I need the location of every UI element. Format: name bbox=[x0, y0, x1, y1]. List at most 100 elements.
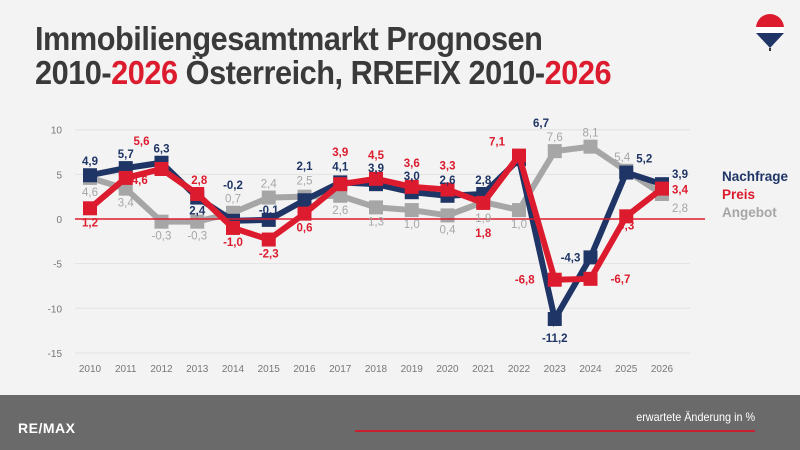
data-label-preis: 1,8 bbox=[475, 228, 492, 240]
data-label-angebot: 1,0 bbox=[511, 219, 527, 231]
data-point-angebot bbox=[261, 190, 276, 205]
legend-item-preis: Preis bbox=[722, 187, 755, 202]
data-label-angebot: 2,4 bbox=[261, 179, 278, 191]
data-point-angebot bbox=[440, 208, 455, 223]
data-label-nachfrage: 4,1 bbox=[332, 161, 349, 173]
data-label-nachfrage: 2,8 bbox=[475, 175, 492, 187]
data-point-nachfrage bbox=[547, 312, 562, 327]
data-label-angebot: 0,7 bbox=[225, 194, 241, 206]
data-point-preis bbox=[333, 177, 348, 192]
data-label-preis: 4,6 bbox=[132, 175, 148, 187]
data-label-preis: 0,3 bbox=[618, 220, 634, 232]
data-point-preis bbox=[261, 232, 276, 247]
x-tick-label: 2024 bbox=[579, 364, 602, 375]
footer: RE/MAX erwartete Änderung in % bbox=[0, 395, 800, 450]
data-point-nachfrage bbox=[83, 168, 97, 183]
data-point-preis bbox=[619, 209, 634, 224]
data-point-preis bbox=[583, 271, 598, 286]
data-label-angebot: 8,1 bbox=[583, 128, 599, 140]
data-label-angebot: -0,3 bbox=[152, 231, 172, 243]
data-label-nachfrage: -0,1 bbox=[259, 205, 279, 217]
data-label-preis: 4,5 bbox=[368, 150, 385, 162]
data-label-nachfrage: 2,6 bbox=[440, 175, 456, 187]
data-label-angebot: 2,6 bbox=[332, 205, 348, 217]
data-point-preis bbox=[547, 272, 562, 287]
data-point-nachfrage bbox=[583, 250, 598, 265]
data-point-preis bbox=[476, 195, 491, 210]
data-label-nachfrage: 4,9 bbox=[82, 156, 98, 168]
data-label-angebot: 0,4 bbox=[440, 224, 457, 236]
data-point-angebot bbox=[190, 214, 205, 229]
data-label-preis: -6,7 bbox=[611, 274, 631, 286]
data-point-preis bbox=[118, 170, 133, 185]
y-tick-label: -5 bbox=[53, 260, 62, 271]
data-point-angebot bbox=[512, 203, 526, 218]
data-point-nachfrage bbox=[261, 212, 276, 227]
data-label-preis: 3,3 bbox=[440, 161, 456, 173]
y-tick-label: -15 bbox=[48, 349, 63, 360]
data-point-angebot bbox=[369, 200, 383, 215]
data-label-angebot: -0,3 bbox=[187, 231, 207, 243]
data-point-nachfrage bbox=[297, 193, 312, 208]
data-point-preis bbox=[655, 181, 669, 196]
data-point-preis bbox=[154, 161, 169, 176]
data-label-preis: -6,8 bbox=[515, 275, 535, 287]
data-label-preis: 0,6 bbox=[297, 223, 313, 235]
footer-divider bbox=[355, 430, 755, 432]
title-line-2: 2010-2026 Österreich, RREFIX 2010-2026 bbox=[35, 54, 612, 91]
footer-note: erwartete Änderung in % bbox=[636, 410, 755, 424]
x-tick-label: 2020 bbox=[436, 364, 459, 375]
data-label-nachfrage: -4,3 bbox=[561, 252, 581, 264]
data-label-angebot: 4,6 bbox=[82, 187, 98, 199]
data-label-angebot: 2,5 bbox=[297, 176, 313, 188]
data-label-preis: 3,9 bbox=[332, 147, 348, 159]
y-tick-label: -10 bbox=[48, 304, 63, 315]
x-tick-label: 2021 bbox=[472, 364, 495, 375]
data-point-nachfrage bbox=[619, 165, 634, 180]
title-line-1: Immobiliengesamtmarkt Prognosen bbox=[35, 20, 543, 57]
data-point-angebot bbox=[333, 188, 348, 203]
data-point-preis bbox=[226, 220, 240, 235]
title-highlight: 2026 bbox=[111, 54, 178, 91]
x-tick-label: 2025 bbox=[615, 364, 638, 375]
data-label-nachfrage: 5,7 bbox=[118, 149, 134, 161]
x-tick-label: 2015 bbox=[258, 364, 281, 375]
data-point-angebot bbox=[583, 139, 598, 154]
data-point-preis bbox=[440, 182, 455, 197]
x-tick-label: 2014 bbox=[222, 364, 245, 375]
data-point-preis bbox=[190, 186, 205, 201]
data-label-preis: 2,8 bbox=[191, 175, 208, 187]
title-text: Österreich, RREFIX 2010- bbox=[177, 54, 545, 91]
data-label-angebot: 1,9 bbox=[475, 213, 491, 225]
x-tick-label: 2022 bbox=[508, 364, 531, 375]
data-label-nachfrage: 3,9 bbox=[368, 163, 384, 175]
data-point-preis bbox=[83, 201, 97, 216]
data-label-nachfrage: -11,2 bbox=[542, 333, 568, 345]
data-label-preis: 3,4 bbox=[672, 185, 689, 197]
x-tick-label: 2011 bbox=[115, 364, 137, 375]
title-highlight: 2026 bbox=[544, 54, 612, 91]
y-tick-label: 0 bbox=[56, 215, 62, 226]
x-tick-label: 2016 bbox=[293, 364, 316, 375]
data-label-angebot: 7,6 bbox=[547, 132, 563, 144]
y-tick-label: 10 bbox=[51, 126, 63, 137]
data-point-preis bbox=[369, 171, 383, 186]
x-tick-label: 2019 bbox=[401, 364, 424, 375]
footer-logo: RE/MAX bbox=[18, 420, 76, 436]
data-label-nachfrage: 3,0 bbox=[404, 171, 420, 183]
data-label-preis: 1,2 bbox=[82, 217, 98, 229]
data-label-nachfrage: 6,3 bbox=[154, 144, 170, 156]
legend-item-angebot: Angebot bbox=[722, 205, 777, 220]
data-point-angebot bbox=[118, 181, 133, 196]
data-label-angebot: 3,4 bbox=[118, 198, 135, 210]
data-label-nachfrage: -0,2 bbox=[223, 180, 243, 192]
x-tick-label: 2013 bbox=[186, 364, 209, 375]
x-tick-label: 2017 bbox=[329, 364, 352, 375]
data-point-preis bbox=[297, 206, 312, 221]
x-tick-label: 2018 bbox=[365, 364, 388, 375]
data-label-nachfrage: 5,2 bbox=[636, 154, 652, 166]
data-label-preis: 3,6 bbox=[404, 158, 420, 170]
x-tick-label: 2010 bbox=[79, 364, 102, 375]
line-chart: 10 5 0 -5 -10 -15 2010 2011 2012 2013 2014 2015 2016… bbox=[48, 118, 789, 375]
x-tick-label: 2026 bbox=[651, 364, 674, 375]
